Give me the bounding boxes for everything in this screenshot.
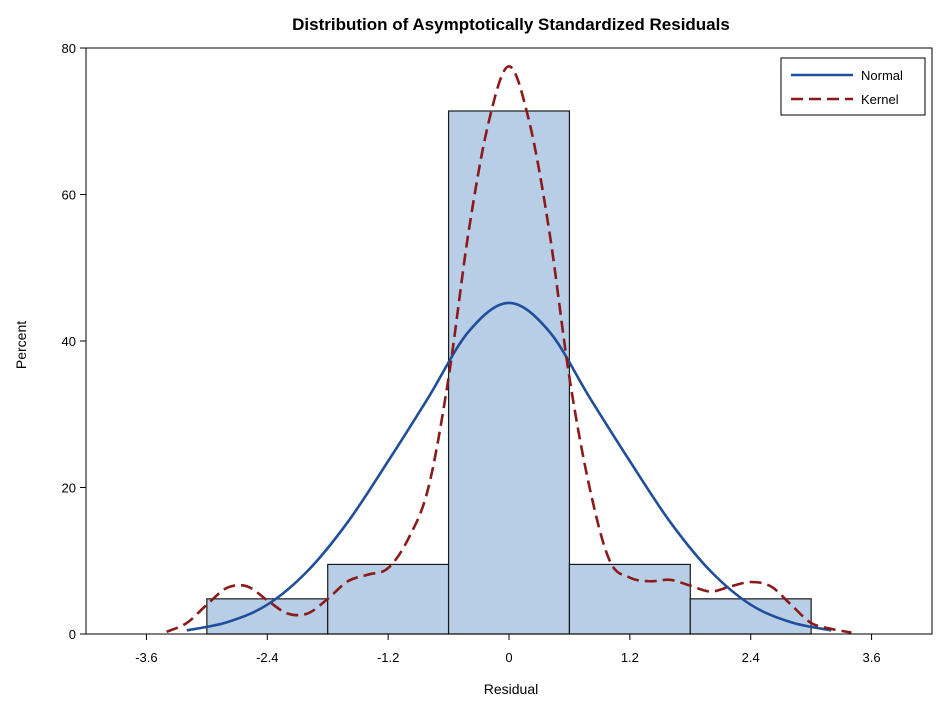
- chart-title: Distribution of Asymptotically Standardi…: [292, 15, 730, 34]
- legend-box: [780, 57, 926, 116]
- histogram-bar-2: [447, 110, 571, 635]
- x-tick-label-3: 0: [505, 650, 512, 665]
- y-tick-label-4: 80: [62, 41, 76, 56]
- curve-kernel: [166, 65, 852, 634]
- x-axis-title: Residual: [484, 681, 538, 697]
- y-tick-label-0: 0: [69, 627, 76, 642]
- y-tick-label-2: 40: [62, 334, 76, 349]
- y-tick-label-1: 20: [62, 481, 76, 496]
- x-tick-label-5: 2.4: [742, 650, 760, 665]
- x-tick-label-2: -1.2: [377, 650, 399, 665]
- histogram-bar-1: [327, 563, 450, 635]
- x-tick-label-1: -2.4: [256, 650, 278, 665]
- legend: Normal Kernel: [780, 57, 926, 116]
- legend-label-kernel: Kernel: [861, 92, 899, 107]
- y-tick-label-3: 60: [62, 188, 76, 203]
- legend-label-normal: Normal: [861, 68, 903, 83]
- curve-normal: [186, 301, 832, 632]
- x-tick-label-6: 3.6: [863, 650, 881, 665]
- plot-area: -3.6 -2.4 -1.2 0 1.2 2.4 3.6 0 20 40 60 80 Normal Ker…: [62, 41, 933, 665]
- histogram-bar-3: [568, 563, 691, 635]
- x-tick-label-4: 1.2: [621, 650, 639, 665]
- x-tick-label-0: -3.6: [135, 650, 157, 665]
- y-axis-title: Percent: [13, 321, 29, 369]
